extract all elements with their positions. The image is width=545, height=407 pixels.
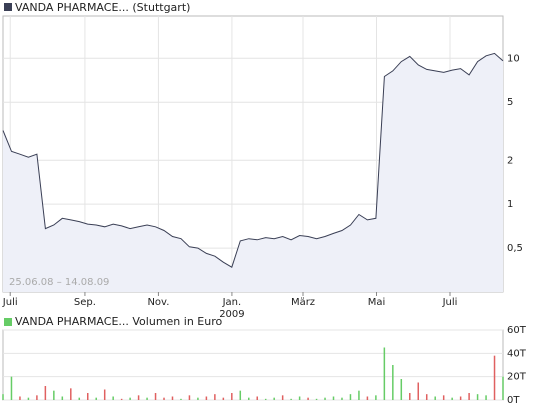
volume-bar	[434, 396, 436, 400]
volume-bar	[137, 395, 140, 400]
x-tick-label: Mai	[368, 297, 386, 308]
volume-bar	[154, 393, 157, 400]
volume-bar	[324, 397, 326, 400]
x-tick-label: Nov.	[147, 297, 169, 308]
volume-bar	[95, 397, 97, 400]
volume-bar	[349, 394, 352, 400]
x-tick-label: März	[291, 297, 315, 308]
price-line	[2, 52, 504, 268]
volume-bar	[61, 396, 64, 400]
legend-label: VANDA PHARMACE... (Stuttgart)	[15, 1, 190, 14]
y-tick-label: 20T	[507, 372, 527, 383]
y-tick-label: 5	[507, 97, 513, 108]
volume-bar	[205, 396, 208, 400]
volume-bar	[459, 396, 462, 400]
volume-bar	[502, 376, 504, 400]
volume-bar	[120, 398, 123, 400]
y-tick-label: 60T	[507, 325, 527, 336]
volume-bar	[112, 396, 114, 400]
volume-bar	[409, 393, 411, 400]
volume-bar	[476, 394, 479, 400]
volume-bar	[425, 394, 428, 400]
volume-bar	[417, 382, 420, 400]
volume-bar	[222, 397, 225, 400]
volume-bar	[442, 395, 445, 400]
volume-bar	[2, 394, 4, 400]
y-tick-label: 40T	[507, 348, 527, 359]
volume-bar	[400, 379, 403, 400]
area-fill	[3, 53, 503, 293]
x-tick-label: Sep.	[74, 297, 96, 308]
volume-bar	[70, 388, 72, 400]
volume-bar	[485, 395, 487, 400]
volume-bar	[10, 376, 13, 400]
volume-bar	[468, 393, 470, 400]
year-label: 2009	[219, 309, 244, 320]
volume-bar	[239, 390, 242, 400]
volume-bar	[383, 347, 386, 400]
y-tick-label: 10	[507, 53, 520, 64]
volume-bar	[53, 390, 55, 400]
volume-bar	[197, 397, 199, 400]
volume-bar	[264, 398, 267, 400]
volume-bar	[281, 395, 284, 400]
volume-bar	[163, 397, 165, 400]
volume-bar	[103, 389, 106, 400]
volume-bar	[341, 397, 343, 400]
volume-bar	[493, 355, 496, 400]
volume-bar	[44, 386, 47, 400]
volume-bar	[366, 396, 369, 400]
volume-bar	[298, 396, 301, 400]
volume-bar	[146, 397, 148, 400]
volume-bar	[307, 397, 309, 400]
volume-bar	[392, 365, 394, 400]
volume-bar	[315, 398, 318, 400]
y-tick-label: 0,5	[507, 243, 523, 254]
volume-bar	[332, 396, 335, 400]
volume-bar	[358, 390, 360, 400]
volume-bar	[188, 395, 191, 400]
volume-bar	[78, 397, 81, 400]
volume-bar	[214, 394, 216, 400]
volume-frame	[2, 329, 504, 401]
volume-bar	[231, 393, 233, 400]
volume-bar	[375, 395, 377, 400]
y-tick-label: 0T	[507, 395, 520, 406]
y-tick-label: 2	[507, 155, 513, 166]
volume-bar	[27, 397, 30, 400]
legend-swatch	[4, 3, 12, 11]
volume-bar	[248, 397, 250, 400]
x-tick-label: Jan.	[222, 297, 242, 308]
x-tick-label: Juli	[2, 297, 18, 308]
volume-bar	[129, 397, 131, 400]
y-tick-label: 1	[507, 199, 513, 210]
volume-bar	[273, 397, 275, 400]
volume-bar	[451, 397, 453, 400]
volume-bar	[36, 395, 38, 400]
legend-swatch	[4, 318, 12, 326]
date-range: 25.06.08 – 14.08.09	[9, 277, 109, 288]
volume-bar	[86, 393, 89, 400]
volume-bar	[19, 396, 21, 400]
volume-bar	[290, 398, 292, 400]
volume-bar	[256, 396, 258, 400]
volume-bar	[180, 398, 182, 400]
legend-label: VANDA PHARMACE... Volumen in Euro	[15, 315, 222, 328]
volume-bar	[171, 396, 174, 400]
x-tick-label: Juli	[442, 297, 458, 308]
